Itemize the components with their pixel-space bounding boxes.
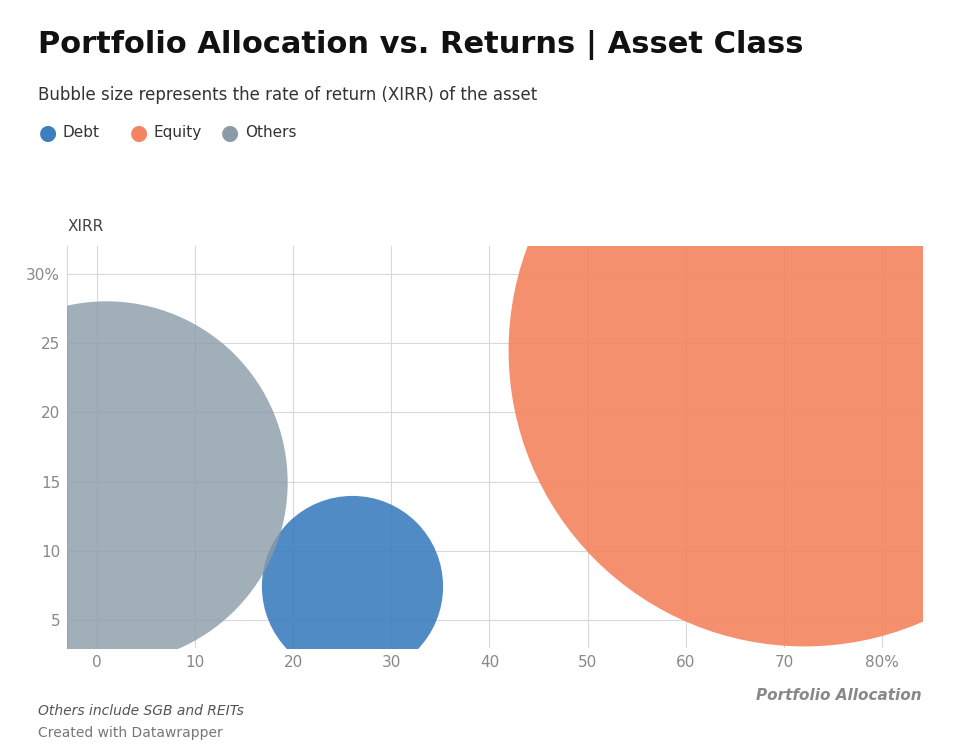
Text: Portfolio Allocation: Portfolio Allocation	[756, 688, 922, 703]
Text: ●: ●	[130, 123, 148, 142]
Point	[796, 344, 811, 356]
Text: Others: Others	[245, 125, 297, 140]
Text: Bubble size represents the rate of return (XIRR) of the asset: Bubble size represents the rate of retur…	[38, 86, 538, 104]
Text: XIRR: XIRR	[67, 219, 104, 234]
Text: Portfolio Allocation vs. Returns | Asset Class: Portfolio Allocation vs. Returns | Asset…	[38, 30, 804, 60]
Text: ●: ●	[38, 123, 57, 142]
Point	[345, 580, 360, 592]
Text: Others include SGB and REITs: Others include SGB and REITs	[38, 704, 244, 718]
Text: Debt: Debt	[62, 125, 100, 140]
Text: Equity: Equity	[154, 125, 202, 140]
Text: ●: ●	[221, 123, 239, 142]
Text: Created with Datawrapper: Created with Datawrapper	[38, 726, 223, 741]
Point	[99, 476, 114, 488]
